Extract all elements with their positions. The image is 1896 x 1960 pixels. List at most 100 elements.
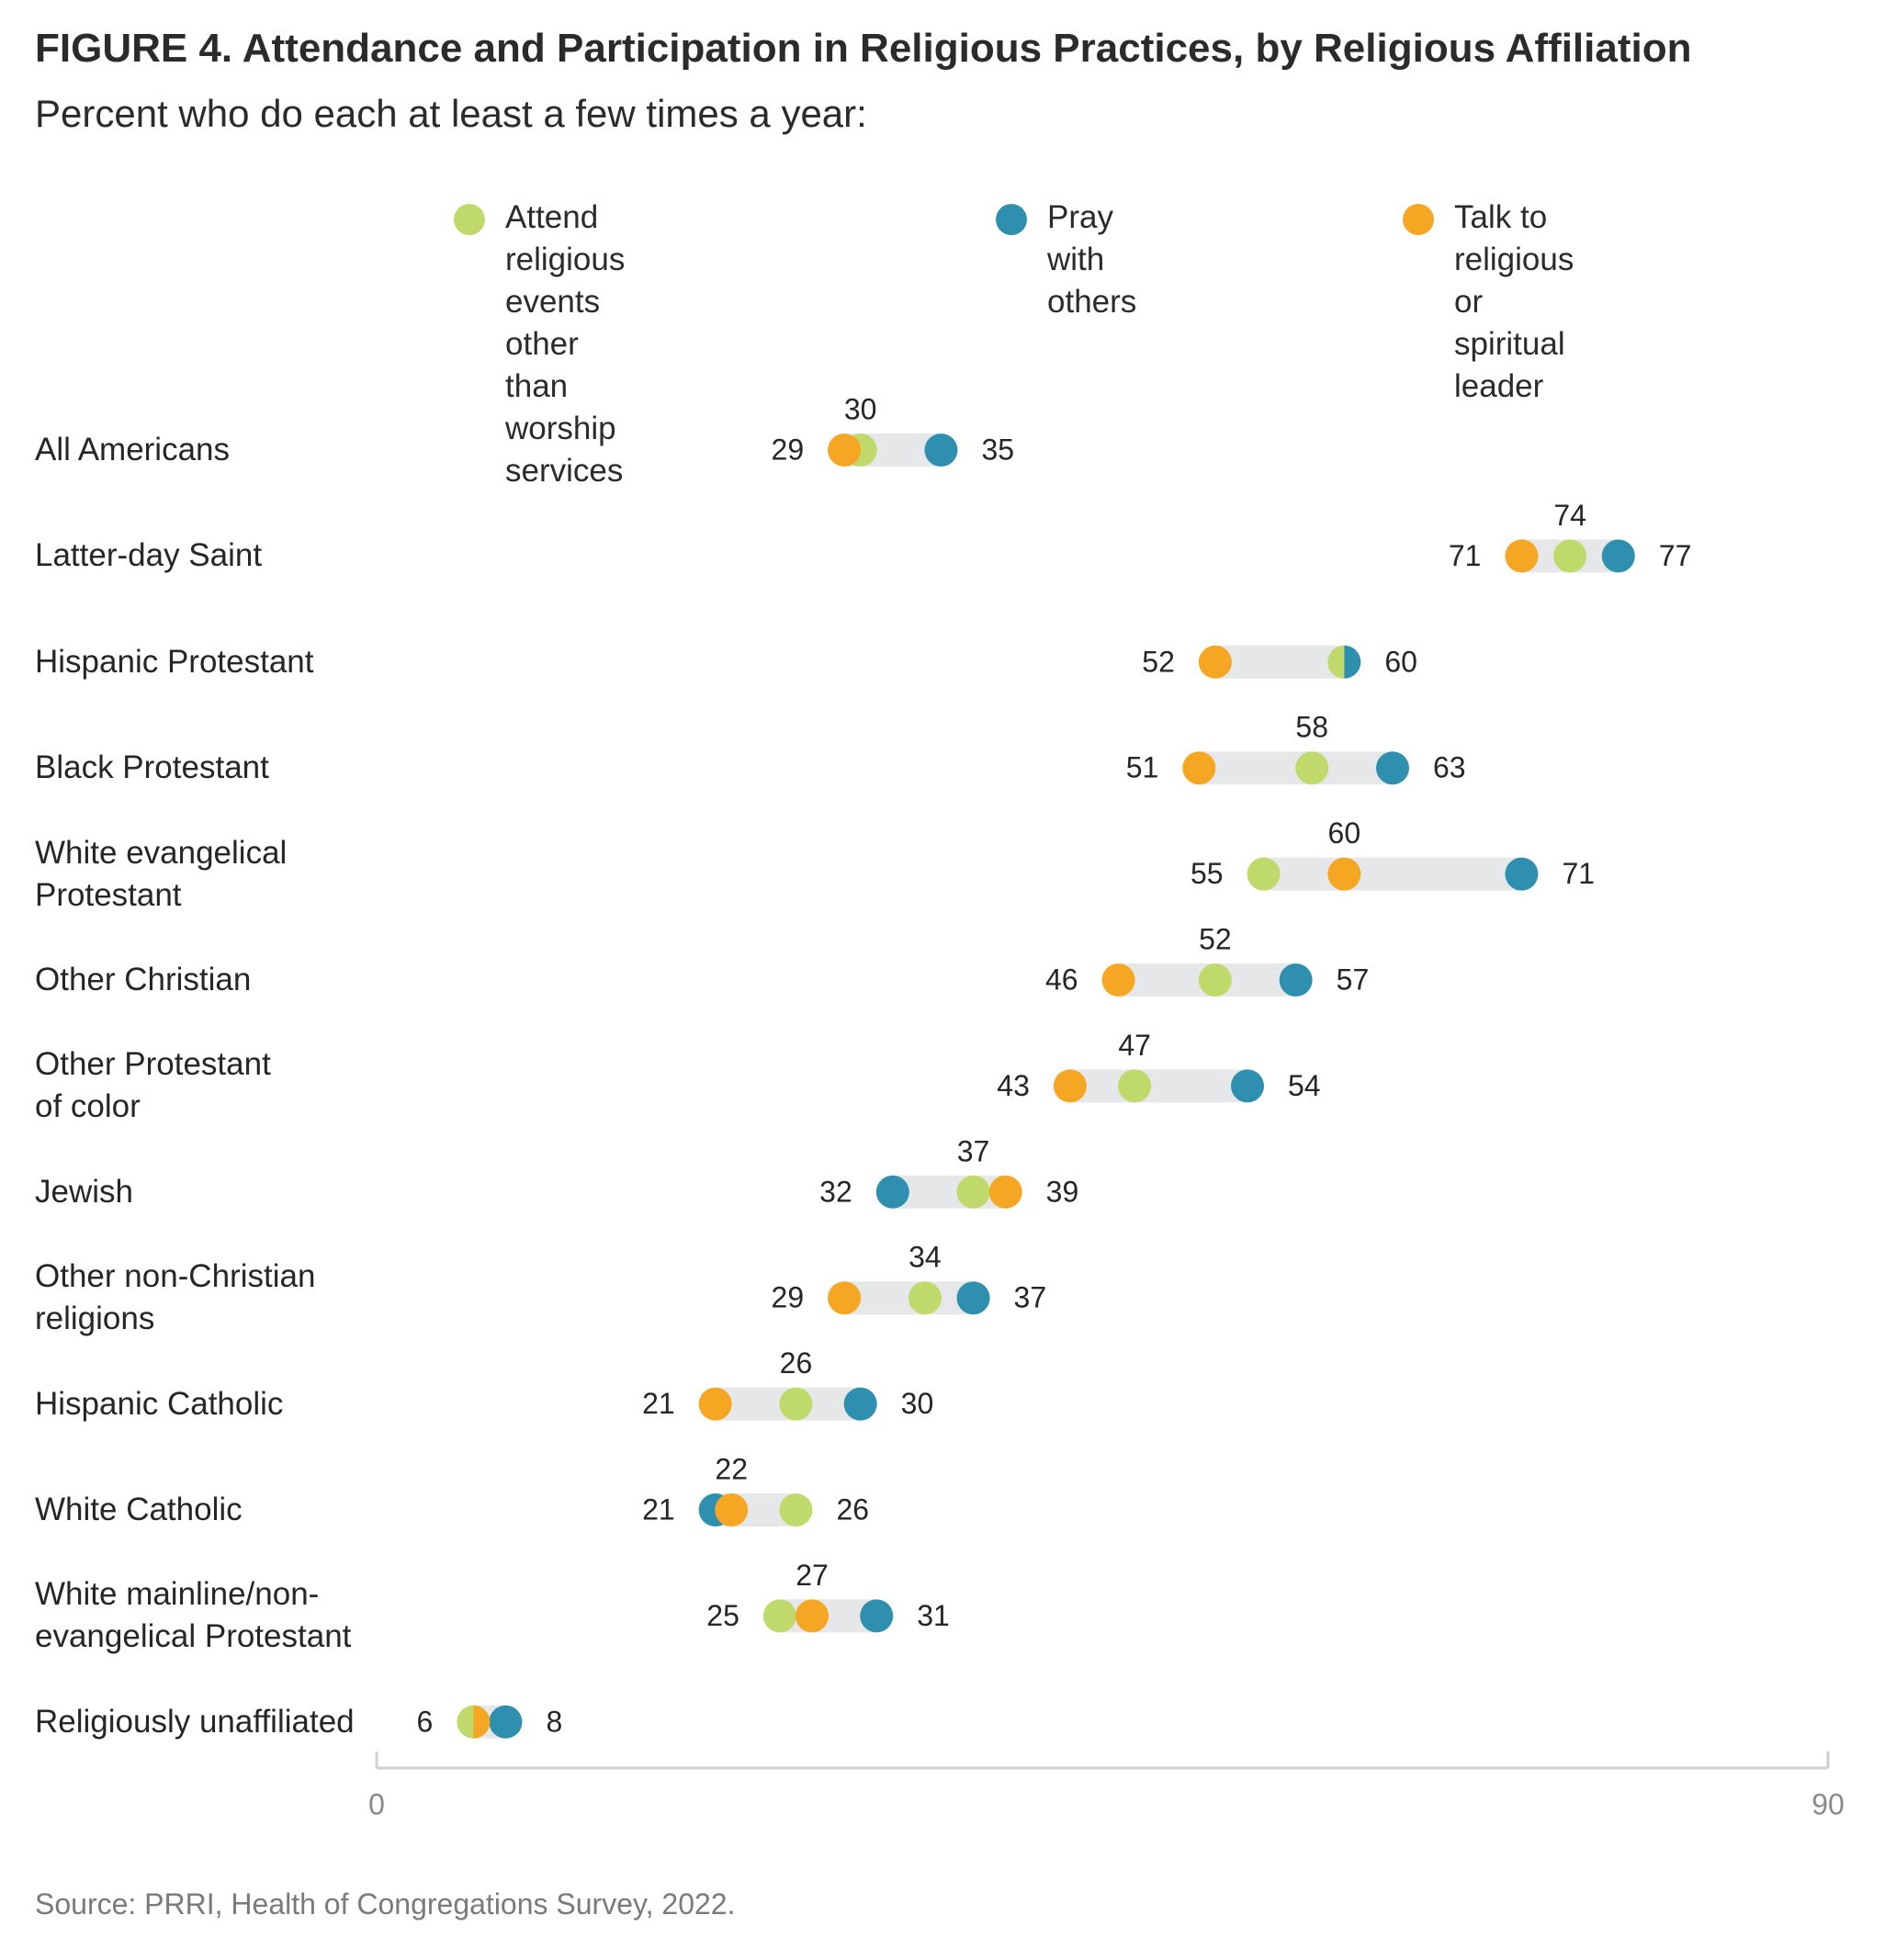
- dot-pray: [1279, 963, 1313, 997]
- value-label-right: 71: [1562, 857, 1595, 890]
- value-label-right: 31: [917, 1599, 950, 1632]
- dot-pray: [924, 434, 958, 467]
- value-label-left: 25: [706, 1599, 739, 1632]
- dot-talk: [1327, 857, 1361, 891]
- value-label-left: 29: [772, 433, 805, 466]
- row-label: Other Christian: [35, 962, 252, 997]
- legend-label-pray: Pray with others: [1047, 199, 1137, 320]
- value-label-top: 52: [1199, 922, 1232, 955]
- dot-attend: [1295, 751, 1329, 785]
- dot-talk: [1505, 539, 1539, 573]
- legend-dot-attend: [454, 204, 485, 235]
- value-label-right: 60: [1384, 645, 1417, 678]
- dot-pray: [843, 1387, 877, 1421]
- value-label-top: 74: [1553, 499, 1586, 532]
- dot-attend: [1247, 857, 1281, 891]
- value-label-left: 21: [642, 1493, 675, 1526]
- dot-talk: [715, 1493, 749, 1526]
- dot-attend: [1327, 645, 1345, 679]
- source-note: Source: PRRI, Health of Congregations Su…: [35, 1887, 736, 1921]
- dot-pray: [875, 1175, 909, 1209]
- dot-pray: [1376, 751, 1409, 785]
- dot-attend: [956, 1175, 990, 1209]
- range-band: [1263, 857, 1522, 891]
- value-label-top: 26: [780, 1346, 813, 1380]
- dot-attend: [1118, 1069, 1152, 1103]
- row-label: Latter-day Saint: [35, 537, 263, 574]
- legend-dot-talk: [1403, 204, 1434, 235]
- dot-pray: [1231, 1069, 1264, 1103]
- dot-attend: [1198, 963, 1232, 997]
- row-label: White Catholic: [35, 1492, 243, 1527]
- dot-talk: [1198, 645, 1232, 679]
- value-label-top: 22: [715, 1452, 748, 1485]
- dot-pray: [1601, 539, 1635, 573]
- row-label: Other non-Christian religions: [35, 1258, 316, 1337]
- row-label: Religiously unaffiliated: [35, 1703, 355, 1740]
- value-label-right: 63: [1433, 751, 1466, 784]
- dot-talk: [828, 1281, 862, 1315]
- dot-talk: [796, 1599, 829, 1633]
- value-label-right: 54: [1288, 1069, 1321, 1102]
- value-label-top: 27: [796, 1559, 829, 1592]
- dot-pray: [860, 1599, 894, 1633]
- value-label-left: 46: [1045, 963, 1078, 996]
- value-label-left: 32: [819, 1175, 852, 1208]
- x-tick-label: 90: [1811, 1787, 1845, 1820]
- value-label-right: 30: [901, 1387, 934, 1420]
- row-label: White mainline/non- evangelical Protesta…: [35, 1576, 352, 1655]
- value-label-top: 60: [1328, 817, 1361, 850]
- value-label-right: 57: [1337, 963, 1370, 996]
- range-band: [1069, 1069, 1247, 1103]
- value-label-top: 47: [1118, 1029, 1151, 1062]
- value-label-left: 43: [997, 1069, 1030, 1102]
- dot-pray: [956, 1281, 990, 1315]
- value-label-left: 6: [417, 1705, 434, 1738]
- dot-talk: [988, 1175, 1022, 1209]
- dot-attend: [779, 1493, 813, 1526]
- legend-label-attend: Attend religious events other than worsh…: [505, 199, 626, 489]
- dot-pray: [1344, 645, 1361, 679]
- dot-talk: [828, 434, 862, 467]
- row-label: All Americans: [35, 432, 231, 467]
- chart-title: FIGURE 4. Attendance and Participation i…: [35, 26, 1692, 71]
- value-label-left: 52: [1142, 645, 1175, 678]
- dot-attend: [779, 1387, 813, 1421]
- dot-attend: [1553, 539, 1587, 573]
- dot-attend: [908, 1281, 942, 1315]
- value-label-top: 37: [957, 1134, 990, 1167]
- dot-talk: [1053, 1069, 1087, 1103]
- dot-talk: [1182, 751, 1216, 785]
- row-label: Other Protestant of color: [35, 1046, 271, 1125]
- dot-pray: [489, 1705, 523, 1739]
- dot-pray: [1505, 857, 1539, 891]
- dot-attend: [762, 1599, 796, 1633]
- x-tick-label: 0: [368, 1787, 385, 1820]
- row-label: Black Protestant: [35, 749, 269, 786]
- row-label: Jewish: [35, 1173, 133, 1210]
- legend-label-talk: Talk to religious or spiritual leader: [1454, 199, 1574, 404]
- value-label-top: 30: [844, 392, 877, 425]
- value-label-top: 58: [1295, 711, 1328, 744]
- dot-talk: [1101, 963, 1135, 997]
- range-band: [1214, 645, 1345, 679]
- value-label-left: 29: [772, 1281, 805, 1314]
- row-label: White evangelical Protestant: [35, 834, 288, 913]
- value-label-right: 37: [1014, 1281, 1047, 1314]
- value-label-top: 34: [908, 1241, 942, 1274]
- value-label-right: 8: [546, 1705, 562, 1738]
- value-label-right: 35: [981, 433, 1014, 466]
- dot-talk: [698, 1387, 732, 1421]
- value-label-right: 77: [1659, 539, 1692, 572]
- chart-subtitle: Percent who do each at least a few times…: [35, 92, 867, 135]
- row-label: Hispanic Protestant: [35, 643, 314, 680]
- value-label-right: 26: [836, 1493, 869, 1526]
- value-label-left: 55: [1191, 857, 1224, 890]
- legend-dot-pray: [996, 204, 1027, 235]
- value-label-right: 39: [1046, 1175, 1079, 1208]
- value-label-left: 21: [642, 1387, 675, 1420]
- row-label: Hispanic Catholic: [35, 1385, 284, 1422]
- dot-talk: [473, 1705, 491, 1739]
- value-label-left: 71: [1449, 539, 1482, 572]
